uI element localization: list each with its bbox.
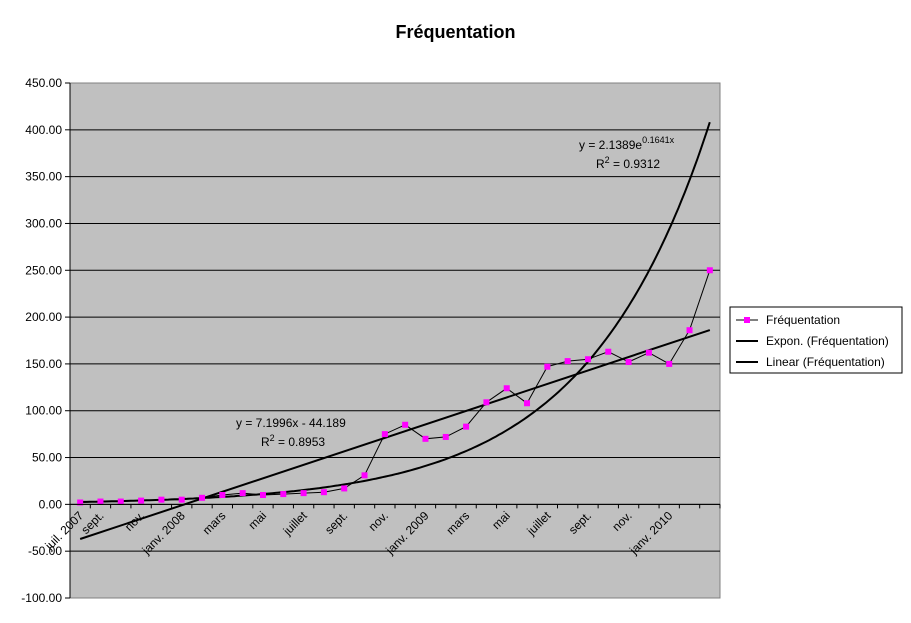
- exp-equation-text: y = 2.1389e: [579, 138, 642, 152]
- plot-area: [69, 82, 721, 599]
- svg-text:y = 2.1389e0.1641x: y = 2.1389e0.1641x: [579, 135, 675, 152]
- legend-label-linear: Linear (Fréquentation): [766, 355, 885, 369]
- y-tick-label: -100.00: [21, 591, 62, 605]
- data-point: [138, 497, 145, 504]
- linear-trend-label: y = 7.1996x - 44.189 R2 = 0.8953: [236, 416, 346, 449]
- data-point: [219, 492, 226, 498]
- series-frequentation: [77, 267, 713, 506]
- data-point: [666, 360, 673, 367]
- data-point: [645, 349, 652, 356]
- data-point: [97, 498, 104, 505]
- exp-r2-value: = 0.9312: [610, 157, 661, 171]
- data-point: [625, 359, 632, 366]
- data-point: [463, 423, 470, 430]
- data-point: [361, 472, 368, 479]
- data-point: [178, 496, 185, 503]
- data-point: [402, 421, 409, 428]
- y-tick-label: 50.00: [32, 451, 62, 465]
- data-point: [422, 435, 429, 442]
- svg-text:R2 = 0.9312: R2 = 0.9312: [596, 155, 660, 171]
- y-axis: -100.00 -50.00 0.00 50.00 100.00 150.00 200.00…: [21, 76, 71, 605]
- legend-label-series: Fréquentation: [766, 313, 840, 327]
- data-point: [77, 499, 84, 506]
- y-tick-label: 0.00: [39, 497, 63, 511]
- y-tick-label: 300.00: [25, 216, 62, 230]
- exponential-trendline: [80, 121, 711, 503]
- linear-r2-prefix: R: [261, 435, 270, 449]
- y-tick-label: 100.00: [25, 404, 62, 418]
- y-tick-label: 350.00: [25, 170, 62, 184]
- legend-marker-series: [744, 317, 750, 323]
- gridlines: [70, 129, 720, 552]
- series-line: [80, 270, 711, 503]
- y-tick-label: -50.00: [28, 544, 62, 558]
- linear-r2-value: = 0.8953: [275, 435, 326, 449]
- exp-equation-exponent: 0.1641x: [642, 135, 675, 145]
- data-point: [280, 491, 287, 498]
- chart-title: Fréquentation: [395, 22, 516, 42]
- data-point: [442, 433, 449, 440]
- data-point: [503, 385, 510, 392]
- data-point: [524, 400, 531, 407]
- data-point: [564, 358, 571, 365]
- y-tick-label: 250.00: [25, 263, 62, 277]
- data-point: [239, 490, 246, 497]
- data-point: [158, 496, 165, 503]
- legend-label-exp: Expon. (Fréquentation): [766, 334, 889, 348]
- y-tick-label: 400.00: [25, 123, 62, 137]
- data-point: [199, 494, 206, 501]
- exp-trend-label: y = 2.1389e0.1641x R2 = 0.9312: [579, 135, 675, 171]
- svg-text:R2 = 0.8953: R2 = 0.8953: [261, 433, 325, 449]
- data-point: [584, 356, 591, 363]
- data-point: [320, 489, 327, 496]
- legend-box: [729, 306, 903, 374]
- y-tick-label: 150.00: [25, 357, 62, 371]
- data-point: [381, 431, 388, 438]
- exp-r2-prefix: R: [596, 157, 605, 171]
- data-point: [706, 267, 713, 274]
- legend: Fréquentation Expon. (Fréquentation) Lin…: [729, 306, 903, 374]
- data-point: [259, 492, 266, 498]
- y-tick-label: 450.00: [25, 76, 62, 90]
- data-point: [686, 327, 693, 334]
- data-point: [605, 348, 612, 355]
- data-point: [300, 490, 307, 497]
- data-point: [483, 399, 490, 406]
- data-point: [341, 485, 348, 492]
- linear-equation-text: y = 7.1996x - 44.189: [236, 416, 346, 430]
- data-point: [117, 498, 124, 505]
- linear-r2-sup: 2: [270, 433, 275, 443]
- exp-r2-sup: 2: [605, 155, 610, 165]
- y-tick-label: 200.00: [25, 310, 62, 324]
- data-point: [544, 363, 551, 370]
